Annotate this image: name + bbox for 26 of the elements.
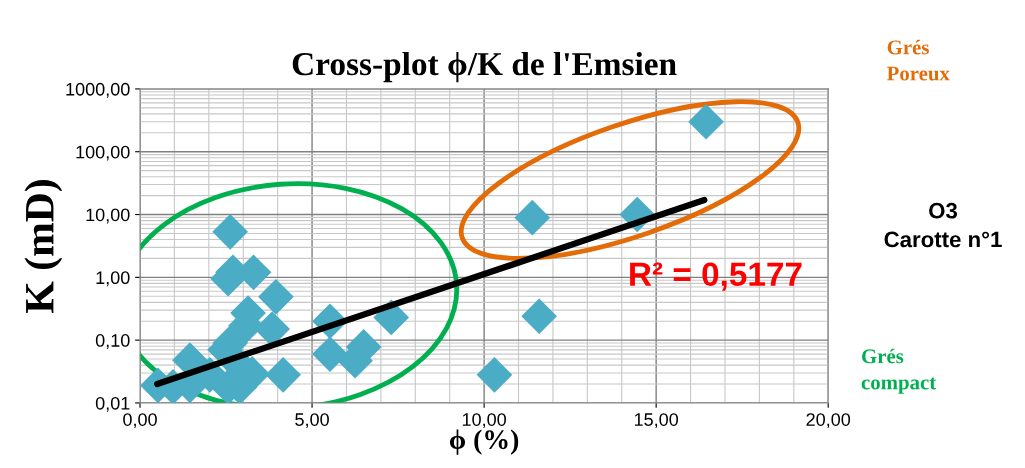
y-tick-label: 0,01	[95, 396, 130, 412]
x-axis-title: ϕ (%)	[449, 429, 519, 455]
point	[521, 298, 557, 335]
x-tick-label: 0,00	[123, 413, 157, 429]
y-tick-label: 1,00	[96, 271, 130, 287]
y-tick-label: 10,00	[86, 208, 130, 224]
point	[476, 357, 513, 393]
x-tick-label: 5,00	[295, 413, 329, 429]
y-tick-label: 100,00	[76, 145, 130, 161]
x-tick-label: 20,00	[806, 413, 851, 429]
text: O3 Carotte n°1	[884, 202, 1002, 248]
point	[265, 357, 301, 393]
text: Grés compact	[861, 348, 937, 394]
point	[312, 336, 348, 372]
chart-title: Cross-plot ϕ/K de l'Emsien	[292, 51, 677, 83]
x-tick-label: 15,00	[634, 413, 679, 429]
point	[514, 199, 551, 236]
text: Grés Poreux	[886, 39, 950, 81]
point	[258, 278, 294, 315]
y-tick-label: 0,10	[95, 334, 130, 349]
annotation: R² = 0,5177	[630, 262, 802, 291]
point	[688, 103, 724, 140]
y-axis-title: K (mD)	[24, 180, 63, 313]
y-tick-label: 1000,00	[66, 82, 130, 98]
x-tick-label: 10,00	[462, 413, 506, 429]
point	[212, 214, 249, 250]
